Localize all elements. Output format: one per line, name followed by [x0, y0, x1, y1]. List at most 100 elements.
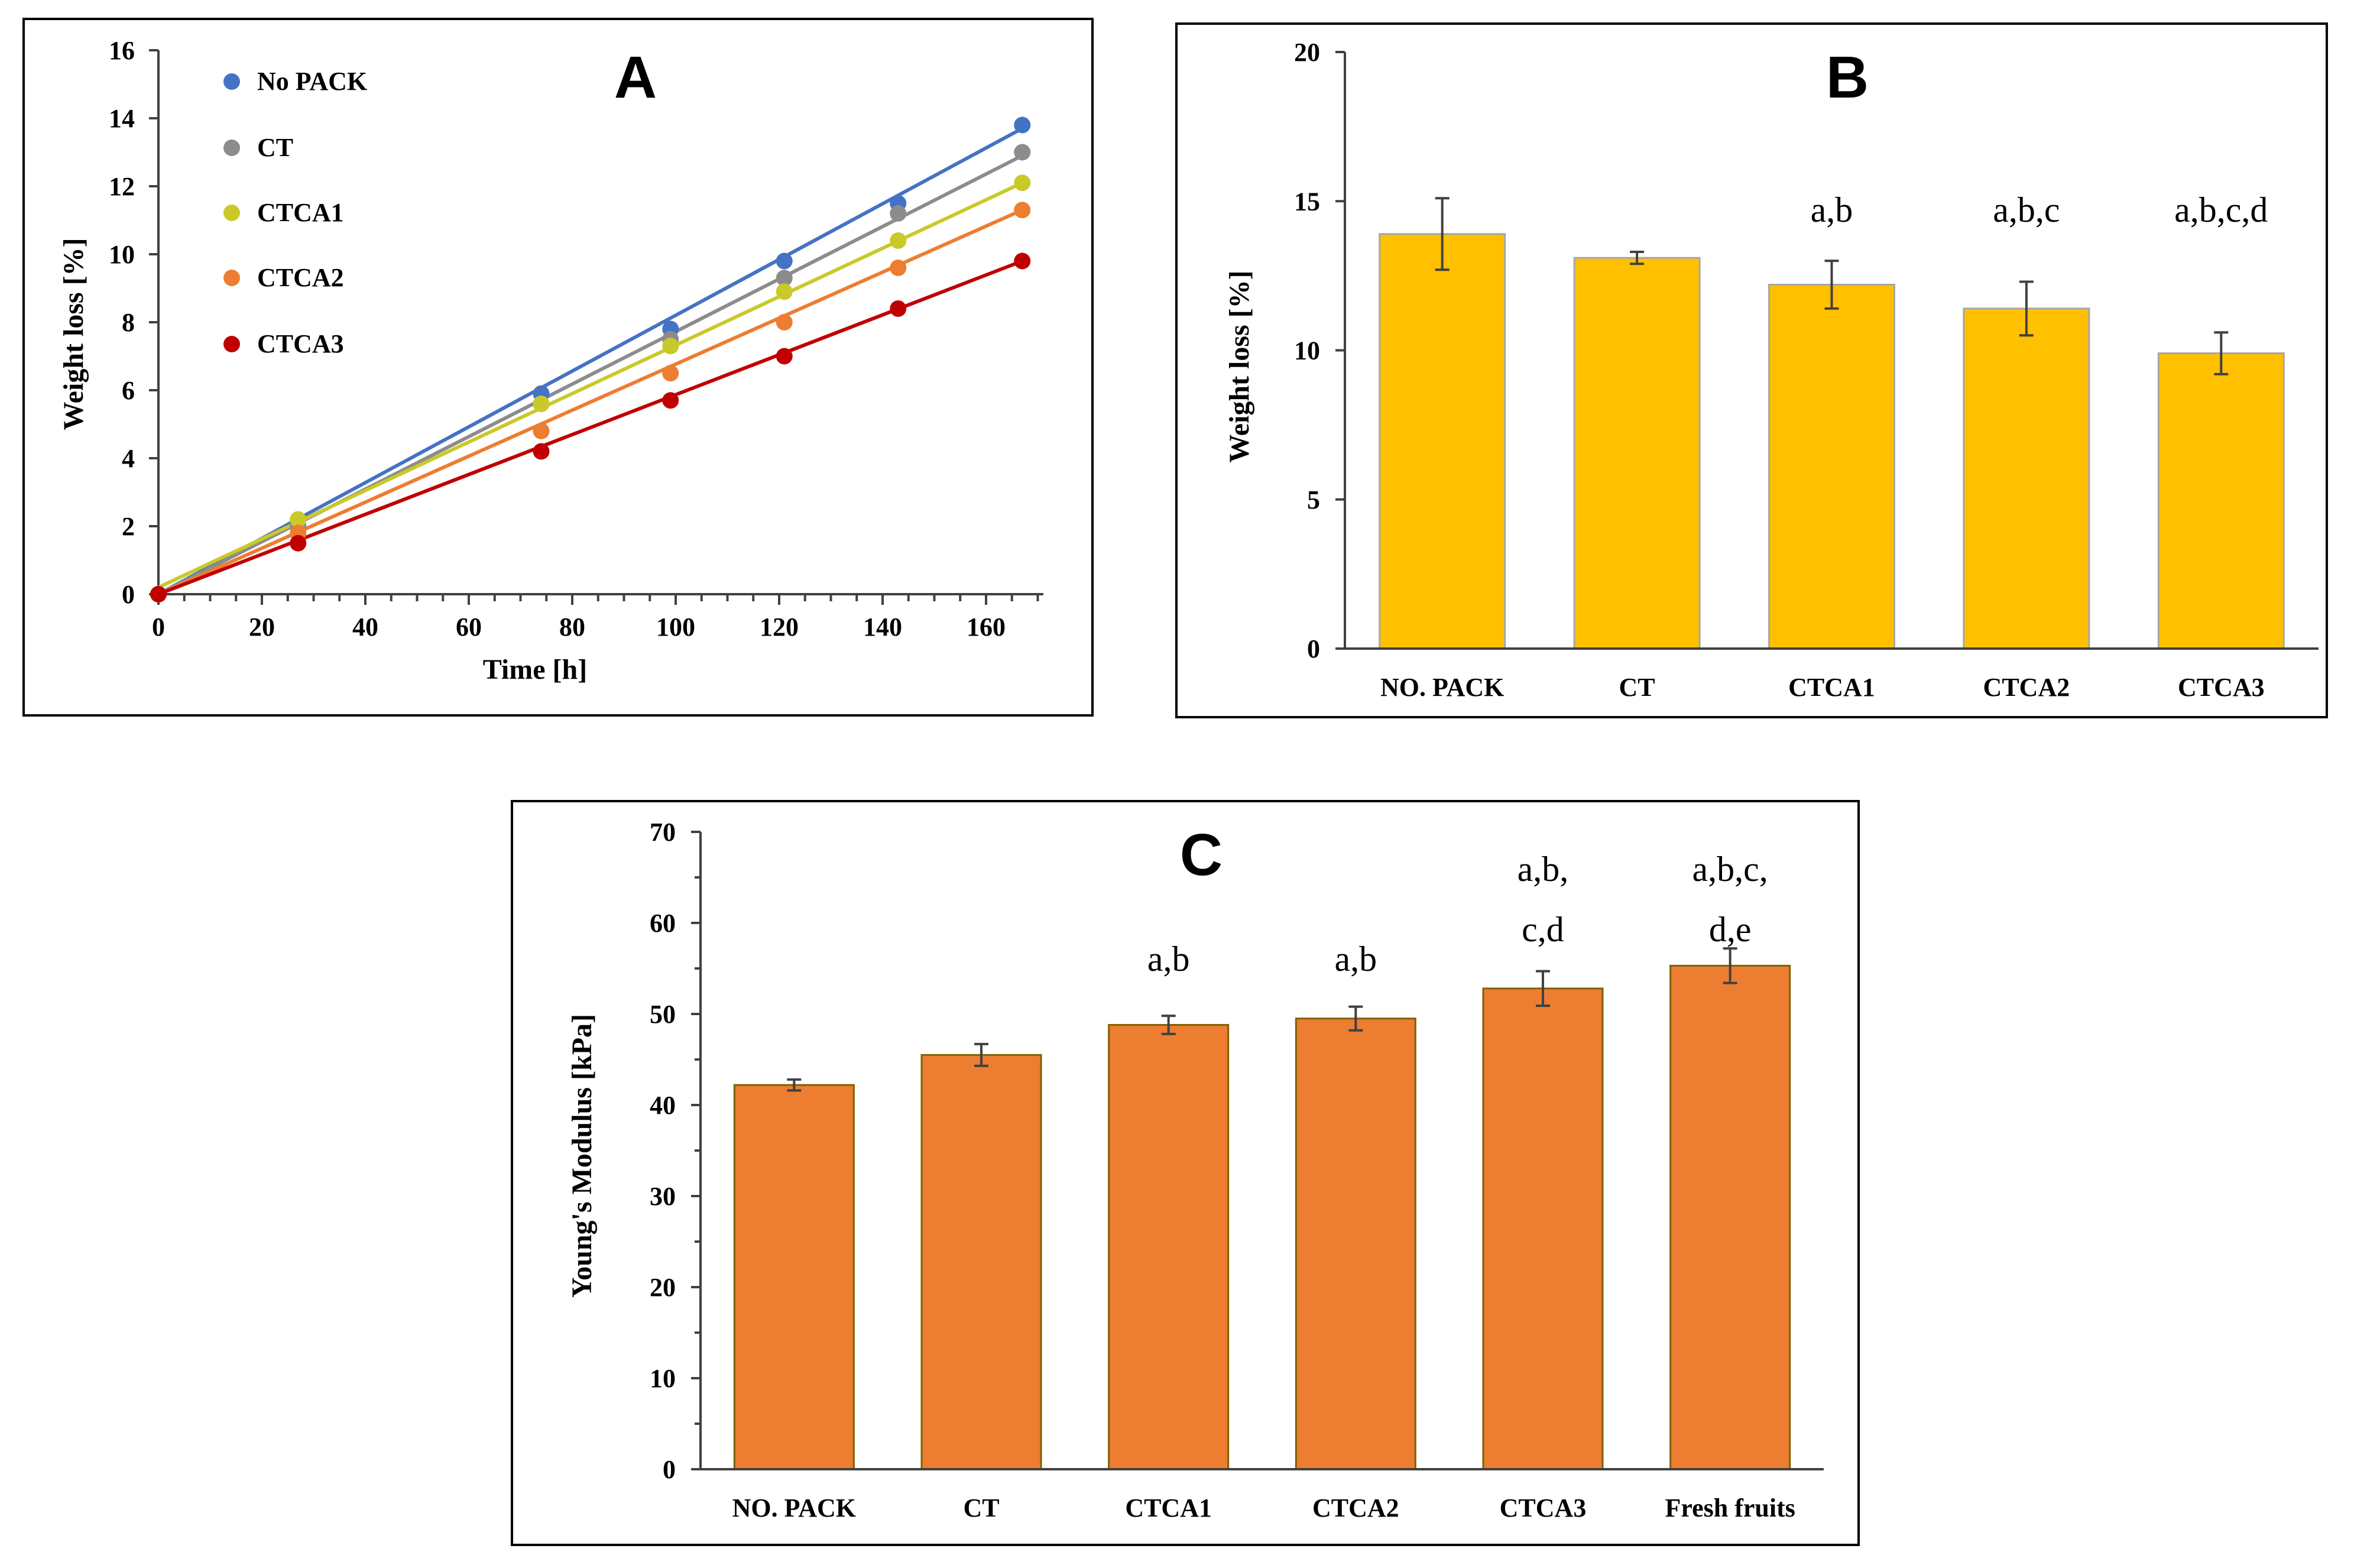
point-ctca1: [1014, 174, 1031, 192]
panel-b-y-tick-label: 10: [1294, 336, 1320, 365]
panel-a-y-tick-label: 10: [109, 240, 135, 269]
panel-a-x-tick-label: 20: [249, 613, 275, 641]
significance-label: a,b,c: [1993, 190, 2060, 229]
panel-b-ylabel: Weight loss [%]: [1224, 270, 1255, 462]
panel-c-y-tick-label: 30: [650, 1182, 676, 1211]
panel-a-x-tick-label: 80: [559, 613, 585, 641]
panel-a-x-tick-label: 140: [863, 613, 902, 641]
point-ct: [776, 270, 793, 287]
point-ctca1: [290, 511, 307, 528]
panel-c-frame: [511, 800, 1860, 1546]
significance-label: a,b,c,: [1692, 850, 1768, 889]
significance-label: a,b: [1147, 939, 1190, 978]
panel-b-plot: 0 5 10 15 20 NO. PACK CT CTCA1 a,b CTCA2 a,b,c CTCA…: [1294, 38, 2319, 702]
panel-c-ylabel: Young's Modulus [kPa]: [566, 1014, 598, 1298]
panel-c-y-tick-label: 10: [650, 1364, 676, 1393]
panel-a-y-tick-label: 6: [122, 376, 135, 405]
bar-ctca3: [1482, 987, 1604, 1470]
significance-label: c,d: [1522, 910, 1564, 949]
panel-c-y-tick-label: 60: [650, 909, 676, 938]
panel-a-x-tick-label: 40: [352, 613, 378, 641]
point-ctca2: [533, 423, 550, 439]
point-ctca3: [662, 392, 679, 409]
point-ctca2: [662, 365, 679, 382]
panel-a-x-tick-label: 100: [656, 613, 695, 641]
bar-ct: [1573, 257, 1701, 650]
category-label-ctca2: CTCA2: [1312, 1493, 1399, 1522]
legend-label-ct: CT: [257, 133, 293, 162]
panel-a-y-tick-label: 4: [122, 444, 135, 473]
category-label-ctca3: CTCA3: [1500, 1493, 1587, 1522]
point-ctca1: [776, 283, 793, 300]
significance-label: d,e: [1709, 910, 1752, 949]
panel-c-y-tick-label: 40: [650, 1091, 676, 1120]
panel-a-x-tick-label: 160: [967, 613, 1006, 641]
panel-a-ylabel: Weight loss [%]: [58, 238, 89, 430]
significance-label: a,b,c,d: [2174, 190, 2268, 229]
category-label-fresh-fruits: Fresh fruits: [1665, 1493, 1795, 1522]
panel-a-legend: No PACK CT CTCA1 CTCA2 CTCA3: [223, 67, 367, 358]
category-label-ct: CT: [1619, 673, 1655, 702]
category-label-ctca3: CTCA3: [2178, 673, 2265, 702]
panel-b-frame: [1175, 22, 2328, 718]
panel-b-y-tick-label: 20: [1294, 38, 1320, 67]
category-label-ctca1: CTCA1: [1125, 1493, 1212, 1522]
significance-label: a,b,: [1518, 850, 1569, 889]
point-no-pack: [1014, 116, 1031, 134]
panel-a-y-tick-label: 8: [122, 308, 135, 337]
panel-a-plot: 0 20 40 60 80 100 120 140 160 0 2 4 6 8 10 12 14 16: [109, 36, 1043, 641]
point-ctca3: [1014, 252, 1031, 270]
point-ctca2: [890, 260, 907, 276]
bar-ct: [920, 1054, 1042, 1470]
point-no-pack: [776, 252, 793, 270]
bar-ctca2: [1963, 307, 2090, 650]
legend-label-ctca3: CTCA3: [257, 329, 344, 358]
legend-marker-ctca2: [223, 270, 240, 286]
panel-a-y-tick-label: 16: [109, 36, 135, 65]
panel-a-y-tick-label: 2: [122, 512, 135, 541]
category-label-no-pack: NO. PACK: [732, 1493, 856, 1522]
panel-a-x-tick-label: 60: [456, 613, 482, 641]
bar-ctca3: [2157, 352, 2285, 650]
point-ct: [890, 205, 907, 222]
legend-marker-ctca3: [223, 336, 240, 352]
panel-c-letter: C: [1180, 822, 1223, 888]
panel-a-y-tick-label: 14: [109, 104, 135, 133]
panel-a-y-tick-label: 0: [122, 580, 135, 609]
point-ctca1: [890, 232, 907, 249]
category-label-ctca1: CTCA1: [1788, 673, 1875, 702]
legend-marker-ctca1: [223, 205, 240, 221]
panel-b-letter: B: [1826, 44, 1869, 111]
significance-label: a,b: [1335, 939, 1377, 978]
bar-no-pack: [1379, 233, 1506, 650]
point-ctca3: [533, 443, 550, 460]
point-ctca3: [890, 300, 907, 317]
panel-a-x-tick-label: 0: [152, 613, 165, 641]
panel-b-y-tick-label: 0: [1307, 634, 1320, 663]
point-ctca1: [533, 396, 550, 412]
panel-a-letter: A: [614, 44, 657, 111]
category-label-no-pack: NO. PACK: [1380, 673, 1504, 702]
point-ctca2: [776, 314, 793, 331]
legend-label-no-pack: No PACK: [257, 67, 367, 96]
panel-b-y-tick-label: 5: [1307, 485, 1320, 514]
point-ctca3: [150, 586, 167, 602]
bar-ctca2: [1295, 1018, 1416, 1470]
point-ctca1: [662, 338, 679, 355]
point-ct: [1014, 144, 1031, 161]
panel-c-y-tick-label: 20: [650, 1273, 676, 1302]
panel-a-x-tick-label: 120: [760, 613, 799, 641]
panel-a-frame: [22, 18, 1094, 717]
category-label-ct: CT: [963, 1493, 999, 1522]
legend-label-ctca2: CTCA2: [257, 263, 344, 292]
point-ctca2: [1014, 202, 1031, 219]
panel-b-y-tick-label: 15: [1294, 187, 1320, 216]
panel-a-y-tick-label: 12: [109, 172, 135, 201]
point-ctca3: [776, 348, 793, 365]
legend-marker-ct: [223, 140, 240, 156]
bar-ctca1: [1768, 284, 1895, 650]
panel-c-plot: 0 10 20 30 40 50 60 70 NO. PACK CT CTCA1 a,b CTCA2 a,…: [650, 818, 1824, 1522]
bar-fresh-fruits: [1669, 964, 1791, 1470]
category-label-ctca2: CTCA2: [1983, 673, 2070, 702]
